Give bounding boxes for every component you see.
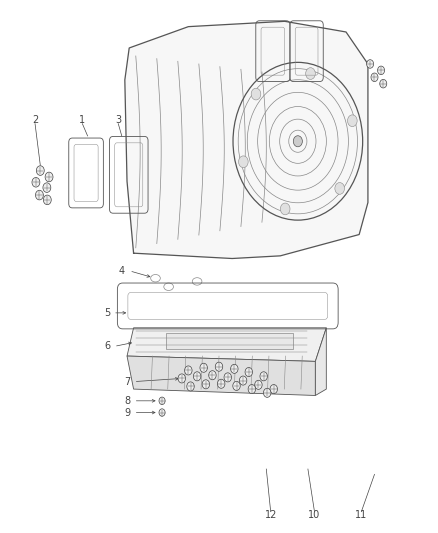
Text: 9: 9	[124, 408, 130, 417]
Text: 12: 12	[265, 510, 277, 520]
Circle shape	[245, 368, 252, 376]
Circle shape	[35, 190, 43, 200]
Circle shape	[254, 381, 262, 389]
Circle shape	[293, 136, 302, 147]
Polygon shape	[125, 21, 368, 259]
Polygon shape	[127, 356, 315, 395]
Circle shape	[36, 166, 44, 175]
Circle shape	[280, 203, 290, 215]
Circle shape	[217, 379, 225, 388]
Polygon shape	[127, 328, 326, 361]
Circle shape	[233, 382, 240, 390]
Circle shape	[371, 73, 378, 82]
Circle shape	[239, 376, 247, 385]
Circle shape	[239, 156, 248, 167]
Polygon shape	[166, 333, 293, 349]
Polygon shape	[315, 328, 326, 395]
Circle shape	[193, 372, 201, 381]
Text: 11: 11	[355, 510, 367, 520]
Circle shape	[380, 79, 387, 88]
Circle shape	[335, 183, 345, 195]
Circle shape	[347, 115, 357, 127]
Circle shape	[43, 195, 51, 205]
Text: 5: 5	[104, 308, 110, 318]
Circle shape	[32, 177, 40, 187]
Circle shape	[367, 60, 374, 68]
Text: 8: 8	[124, 396, 130, 406]
Circle shape	[224, 373, 232, 382]
Circle shape	[215, 362, 223, 371]
Text: 7: 7	[124, 377, 130, 386]
Circle shape	[230, 365, 238, 373]
Text: 2: 2	[32, 116, 38, 125]
Text: 1: 1	[79, 116, 85, 125]
Circle shape	[270, 385, 278, 393]
Circle shape	[306, 68, 315, 79]
Circle shape	[178, 374, 186, 383]
Circle shape	[45, 172, 53, 182]
Circle shape	[202, 379, 209, 389]
Circle shape	[184, 366, 192, 375]
Circle shape	[200, 364, 208, 372]
Circle shape	[263, 388, 271, 398]
Circle shape	[251, 88, 261, 100]
Text: 10: 10	[308, 510, 321, 520]
Circle shape	[187, 382, 194, 391]
Text: 3: 3	[115, 116, 121, 125]
Circle shape	[248, 385, 256, 393]
Text: 4: 4	[119, 266, 125, 276]
Text: 6: 6	[104, 342, 110, 351]
Circle shape	[208, 371, 216, 379]
Circle shape	[378, 66, 385, 75]
Circle shape	[260, 372, 267, 381]
Circle shape	[159, 397, 165, 405]
Circle shape	[159, 409, 165, 416]
Circle shape	[43, 183, 51, 192]
